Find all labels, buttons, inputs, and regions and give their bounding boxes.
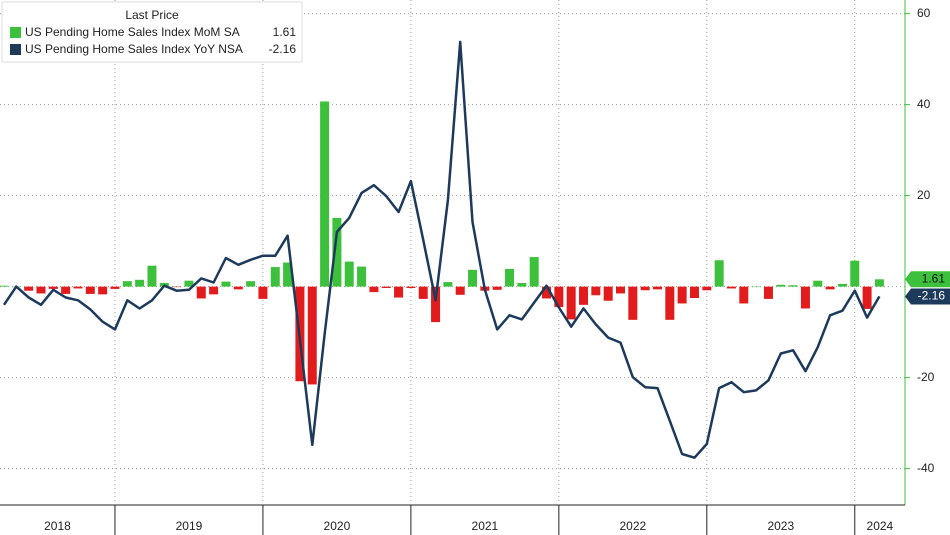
bar [381,286,391,288]
bar [492,286,502,290]
bar [837,283,847,287]
bar [184,280,194,287]
bar [209,286,219,295]
bar [591,286,601,296]
bar [751,286,761,288]
bar [689,286,699,298]
line [2,40,881,459]
bar [0,285,9,287]
bar [566,286,576,320]
bar [862,286,872,309]
bar [443,282,453,287]
legend-title: Last Price [125,8,179,22]
bar [850,260,860,287]
legend-label: US Pending Home Sales Index MoM SA [25,25,240,39]
bar [529,257,539,287]
bar [505,268,515,287]
bar [246,281,256,287]
bar [628,286,638,320]
bar [110,286,120,289]
bar [542,286,552,299]
y-tick-label: 40 [917,97,931,111]
bar [122,281,132,287]
y-tick-label: -40 [917,461,935,475]
x-tick-label: 2024 [867,519,894,533]
bar [677,286,687,304]
legend-value: -2.16 [269,42,297,56]
bar [431,286,441,323]
bar [418,286,428,299]
bar [221,281,231,287]
bar [763,286,773,299]
bar [85,286,95,294]
bar [24,286,34,291]
legend-swatch [10,27,21,38]
bar [788,285,798,287]
bar [726,286,736,289]
bar [147,265,157,287]
y-tick-label: 60 [917,6,931,20]
bar [369,286,379,293]
bar [813,280,823,287]
bar [800,286,810,309]
x-tick-label: 2023 [767,519,794,533]
bar [196,286,206,299]
last-value-label: 1.61 [922,271,946,285]
bar [579,286,589,305]
last-value-label: -2.16 [918,289,946,303]
bar [554,286,564,308]
bar [640,286,650,291]
bar [233,286,243,290]
legend-swatch [10,44,21,55]
bar [283,262,293,287]
bar [468,269,478,287]
bar [517,282,527,287]
y-tick-label: -20 [917,370,935,384]
bar [258,286,268,299]
bar [98,286,108,295]
bar [357,266,367,287]
bar [344,261,354,287]
legend-label: US Pending Home Sales Index YoY NSA [25,42,243,56]
bar [394,286,404,298]
bar [320,101,330,287]
bar [776,284,786,287]
bar [665,286,675,320]
bar [48,286,58,289]
legend-value: 1.61 [273,25,297,39]
bar [36,286,46,294]
bar [73,286,83,289]
legend: Last Price US Pending Home Sales Index Mo… [1,1,303,63]
x-tick-label: 2018 [44,519,71,533]
bar [874,279,884,287]
bar [702,286,712,291]
x-tick-label: 2021 [472,519,499,533]
bar [603,286,613,301]
bar [61,286,71,294]
x-tick-label: 2022 [619,519,646,533]
bar [406,286,416,288]
bar [714,260,724,287]
bar [455,286,465,295]
bar [135,279,145,287]
bar [652,286,662,290]
bar [332,217,342,287]
bar [825,286,835,290]
bar [307,286,317,385]
legend-box [1,1,303,63]
y-tick-label: 20 [917,188,931,202]
bar [616,286,625,294]
bar [172,286,182,288]
x-tick-label: 2020 [324,519,351,533]
bar [739,286,749,304]
last-value-tag [905,288,950,305]
x-tick-label: 2019 [176,519,203,533]
bar [270,267,280,287]
last-value-tag [905,271,950,288]
